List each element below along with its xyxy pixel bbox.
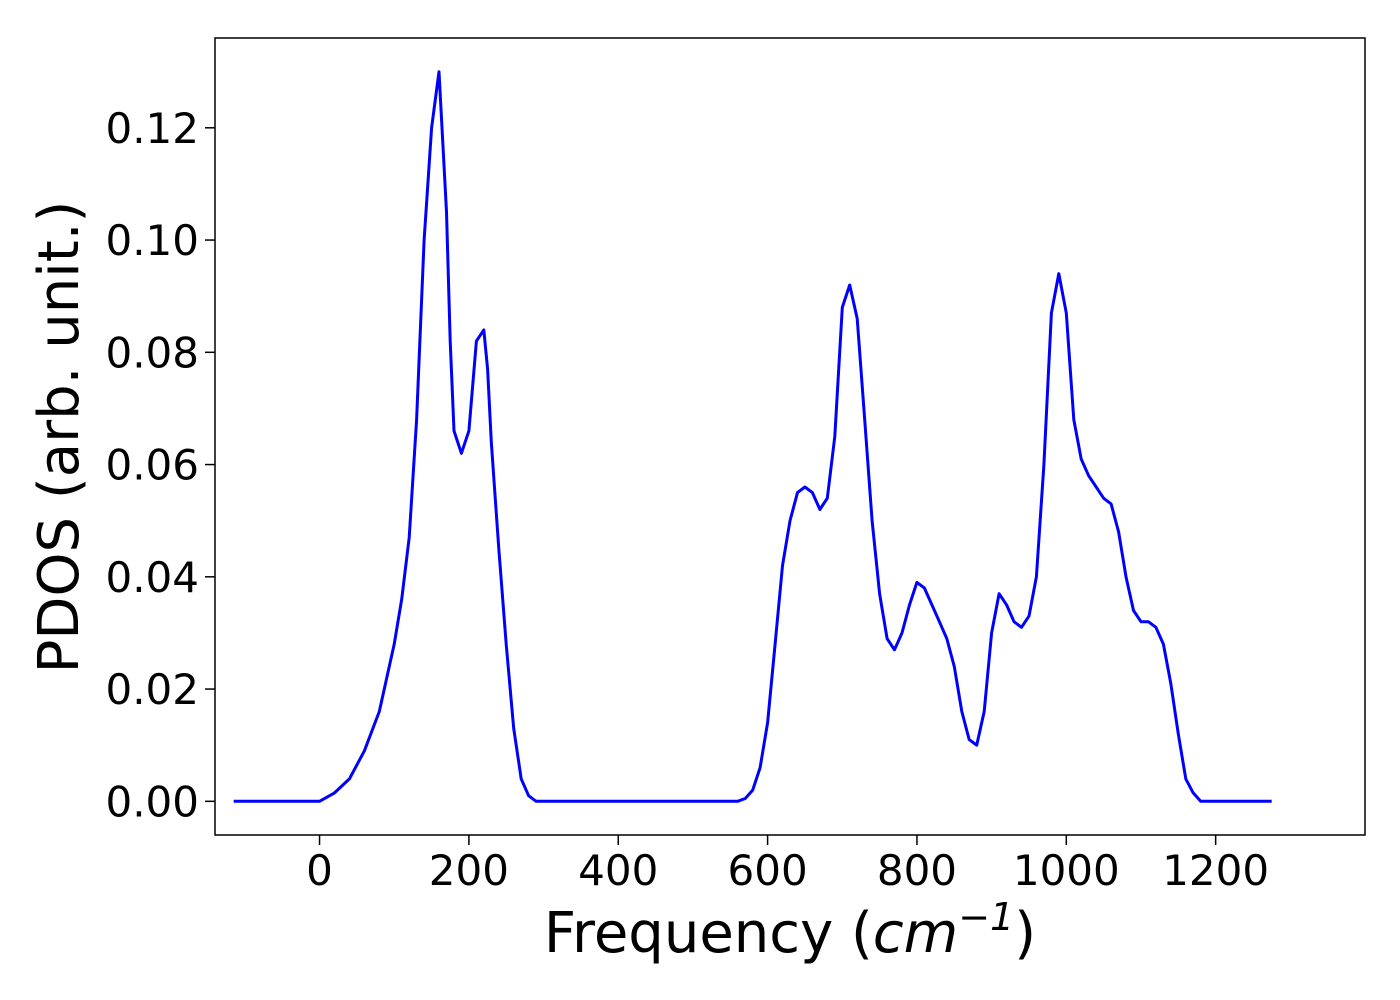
x-tick-label: 1000: [1013, 846, 1120, 895]
x-axis-label: Frequency (cm−1): [544, 895, 1036, 966]
plot-frame: [214, 37, 1366, 836]
x-tick-label: 1200: [1162, 846, 1269, 895]
x-tick-label: 800: [877, 846, 957, 895]
y-axis: 0.00 0.02 0.04 0.06 0.08 0.10 0.12: [105, 104, 215, 826]
x-axis-unit: cm: [873, 901, 958, 966]
x-axis: 0 200 400 600 800 1000 1200: [306, 835, 1269, 895]
y-tick-label: 0.12: [105, 104, 199, 153]
y-axis-label: PDOS (arb. unit.): [27, 201, 92, 674]
x-tick-label: 600: [728, 846, 808, 895]
y-tick-label: 0.08: [105, 328, 199, 377]
x-axis-label-text: Frequency: [544, 901, 833, 966]
pdos-series-line: [233, 70, 1272, 803]
x-axis-unit-exponent: −1: [958, 895, 1014, 939]
y-tick-label: 0.06: [105, 441, 199, 490]
y-tick-label: 0.10: [105, 216, 199, 265]
x-tick-label: 400: [578, 846, 658, 895]
y-tick-label: 0.00: [105, 777, 199, 826]
y-tick-label: 0.04: [105, 553, 199, 602]
y-tick-label: 0.02: [105, 665, 199, 714]
x-tick-label: 200: [429, 846, 509, 895]
x-tick-label: 0: [306, 846, 333, 895]
